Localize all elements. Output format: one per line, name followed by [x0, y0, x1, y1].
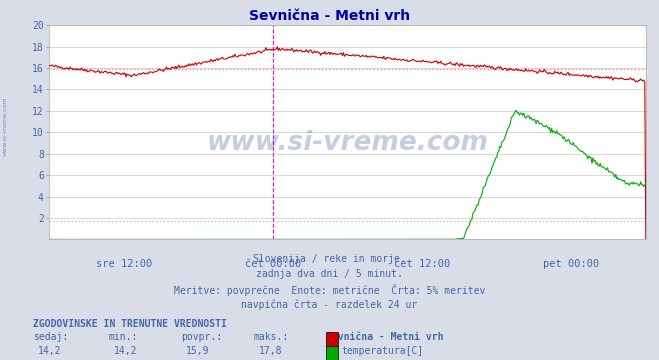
Text: temperatura[C]: temperatura[C] — [341, 346, 424, 356]
Text: Sevnična - Metni vrh: Sevnična - Metni vrh — [249, 9, 410, 23]
Text: pet 00:00: pet 00:00 — [543, 259, 600, 269]
Text: 17,8: 17,8 — [258, 346, 282, 356]
Text: 15,9: 15,9 — [186, 346, 210, 356]
Text: navpična črta - razdelek 24 ur: navpična črta - razdelek 24 ur — [241, 299, 418, 310]
Text: 14,2: 14,2 — [38, 346, 61, 356]
Text: povpr.:: povpr.: — [181, 332, 222, 342]
Text: ZGODOVINSKE IN TRENUTNE VREDNOSTI: ZGODOVINSKE IN TRENUTNE VREDNOSTI — [33, 319, 227, 329]
Text: 14,2: 14,2 — [113, 346, 137, 356]
Text: čet 12:00: čet 12:00 — [394, 259, 450, 269]
Text: www.si-vreme.com: www.si-vreme.com — [207, 130, 488, 156]
Text: maks.:: maks.: — [254, 332, 289, 342]
Text: min.:: min.: — [109, 332, 138, 342]
Text: www.si-vreme.com: www.si-vreme.com — [3, 96, 8, 156]
Text: sedaj:: sedaj: — [33, 332, 68, 342]
Text: čet 00:00: čet 00:00 — [245, 259, 301, 269]
Text: Meritve: povprečne  Enote: metrične  Črta: 5% meritev: Meritve: povprečne Enote: metrične Črta:… — [174, 284, 485, 296]
Text: sre 12:00: sre 12:00 — [96, 259, 152, 269]
Text: zadnja dva dni / 5 minut.: zadnja dva dni / 5 minut. — [256, 269, 403, 279]
Text: Sevnična - Metni vrh: Sevnična - Metni vrh — [326, 332, 444, 342]
Text: Slovenija / reke in morje.: Slovenija / reke in morje. — [253, 254, 406, 264]
